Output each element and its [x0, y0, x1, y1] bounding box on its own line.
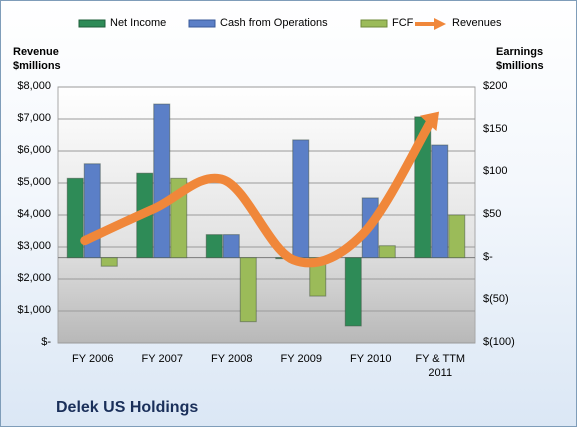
right-axis-tick-label: $(50) — [483, 293, 509, 306]
category-label: FY & TTM 2011 — [415, 353, 466, 379]
left-axis-tick-label: $3,000 — [17, 240, 51, 252]
bar-fcf — [239, 257, 257, 323]
bar-fcf — [100, 257, 118, 267]
right-axis-title-line-1: Earnings — [496, 46, 544, 58]
bar-net-income — [205, 234, 223, 259]
legend-label-revenues: Revenues — [452, 17, 502, 29]
category-label: FY 2006 — [72, 353, 114, 365]
right-axis-title-line-2: $millions — [496, 60, 544, 72]
bar-cash-from-operations — [222, 234, 240, 259]
category-label: FY 2010 — [350, 353, 392, 365]
left-axis-tick-label: $8,000 — [17, 80, 51, 92]
legend-label-cash-from-operations: Cash from Operations — [220, 17, 328, 29]
bar-fcf — [378, 245, 396, 259]
left-axis-title: Revenue $millions — [13, 45, 61, 73]
right-axis-tick-label: $150 — [483, 122, 508, 135]
left-axis-tick-label: $5,000 — [17, 176, 51, 188]
revenues-arrowhead — [419, 111, 440, 132]
bar-cash-from-operations — [431, 144, 449, 259]
left-axis-tick-label: $2,000 — [17, 272, 51, 284]
bar-net-income — [66, 177, 84, 259]
left-axis-tick-label: $1,000 — [17, 304, 51, 316]
category-label: FY 2009 — [280, 353, 322, 365]
legend-swatches — [78, 18, 446, 30]
left-axis-tick-label: $6,000 — [17, 144, 51, 156]
left-axis-tick-label: $4,000 — [17, 208, 51, 220]
left-axis-title-line-2: $millions — [13, 60, 61, 72]
right-axis-tick-label: $50 — [483, 208, 502, 220]
bar-cash-from-operations — [292, 139, 310, 259]
category-label: FY 2008 — [211, 353, 253, 365]
right-axis-tick-label: $200 — [483, 80, 508, 92]
legend-label-net-income: Net Income — [110, 17, 167, 29]
legend-swatch-cash-from-operations — [188, 19, 216, 28]
right-axis-tick-label: $(100) — [483, 336, 515, 348]
legend-label-fcf: FCF — [392, 17, 414, 29]
left-axis-tick-label: $- — [41, 336, 51, 348]
legend-swatch-net-income — [78, 19, 106, 28]
bar-cash-from-operations — [153, 103, 171, 259]
bar-net-income — [344, 257, 362, 327]
right-axis-title: Earnings $millions — [496, 45, 544, 73]
category-label: FY 2007 — [141, 353, 183, 365]
company-name: Delek US Holdings — [56, 399, 199, 416]
legend-arrow-revenues — [434, 18, 446, 30]
right-axis-tick-label: $100 — [483, 165, 508, 178]
right-axis-tick-label: $- — [483, 250, 493, 263]
left-axis-tick-label: $7,000 — [17, 112, 51, 124]
left-axis-title-line-1: Revenue — [13, 46, 59, 58]
legend-swatch-fcf — [360, 19, 388, 28]
bar-fcf — [448, 214, 466, 259]
